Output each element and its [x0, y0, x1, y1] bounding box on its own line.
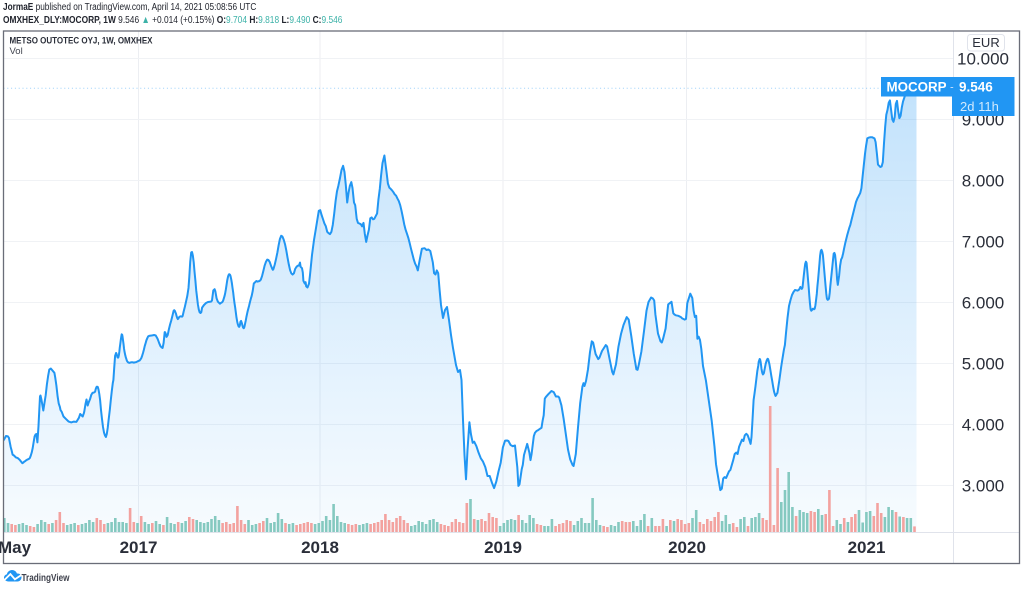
svg-text:5.000: 5.000	[962, 355, 1005, 374]
svg-text:2018: 2018	[301, 538, 339, 557]
svg-text:EUR: EUR	[972, 35, 999, 50]
svg-text:-: -	[950, 82, 954, 94]
svg-text:3.000: 3.000	[962, 477, 1005, 496]
svg-text:9.546: 9.546	[959, 80, 993, 95]
svg-text:MOCORP: MOCORP	[887, 80, 947, 95]
svg-text:2021: 2021	[848, 538, 886, 557]
svg-text:8.000: 8.000	[962, 172, 1005, 191]
svg-text:2d 11h: 2d 11h	[960, 99, 999, 114]
svg-text:2020: 2020	[668, 538, 706, 557]
svg-text:METSO OUTOTEC OYJ, 1W, OMXHEX: METSO OUTOTEC OYJ, 1W, OMXHEX	[10, 36, 153, 46]
svg-text:May: May	[0, 538, 32, 557]
svg-text:TradingView: TradingView	[22, 572, 71, 584]
svg-text:Vol: Vol	[10, 46, 23, 57]
svg-text:2017: 2017	[120, 538, 158, 557]
svg-text:2019: 2019	[484, 538, 522, 557]
svg-text:7.000: 7.000	[962, 233, 1005, 252]
svg-text:6.000: 6.000	[962, 294, 1005, 313]
svg-text:4.000: 4.000	[962, 416, 1005, 435]
svg-text:10.000: 10.000	[957, 50, 1009, 69]
